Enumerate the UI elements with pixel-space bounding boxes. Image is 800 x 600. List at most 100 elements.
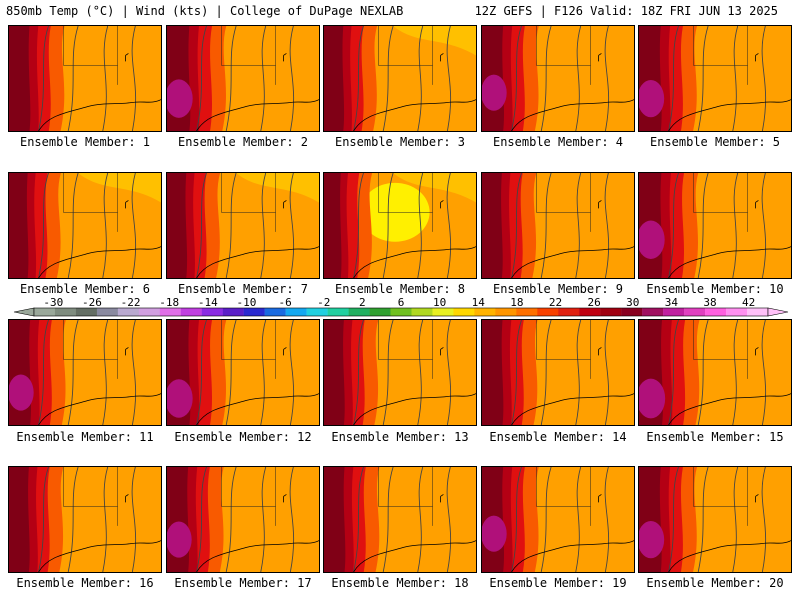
member-label: Ensemble Member: 8 <box>334 282 466 296</box>
member-label: Ensemble Member: 13 <box>331 430 469 444</box>
member-map-panel <box>481 172 635 279</box>
colorbar-tick-label: -26 <box>82 296 102 309</box>
colorbar-segment <box>75 308 98 316</box>
colorbar-tick-label: 38 <box>703 296 716 309</box>
colorbar-tick-label: 14 <box>472 296 486 309</box>
colorbar-tick-label: -14 <box>198 296 218 309</box>
colorbar-tick-label: -30 <box>43 296 63 309</box>
colorbar-segment <box>159 308 181 316</box>
colorbar-segment <box>264 308 286 316</box>
colorbar-tick-label: 6 <box>398 296 405 309</box>
member-map-panel <box>481 25 635 132</box>
member-label: Ensemble Member: 11 <box>16 430 154 444</box>
member-map-panel <box>323 466 477 573</box>
member-map-panel <box>638 172 792 279</box>
member-label: Ensemble Member: 1 <box>19 135 151 149</box>
temperature-field <box>482 467 634 572</box>
member-map-panel <box>638 319 792 426</box>
member-map-panel <box>638 466 792 573</box>
colorbar-tick-label: 18 <box>510 296 523 309</box>
member-map-panel <box>323 25 477 132</box>
temperature-field <box>167 173 319 278</box>
colorbar-segment <box>348 308 370 316</box>
member-label: Ensemble Member: 5 <box>649 135 781 149</box>
member-map-panel <box>323 319 477 426</box>
member-label: Ensemble Member: 20 <box>646 576 784 590</box>
colorbar-segment <box>621 308 643 316</box>
colorbar-tick-label: 26 <box>588 296 601 309</box>
colorbar-max-arrow <box>767 307 789 317</box>
member-map-panel <box>481 319 635 426</box>
colorbar-segment <box>642 308 664 316</box>
temperature-field <box>639 467 791 572</box>
member-label: Ensemble Member: 3 <box>334 135 466 149</box>
colorbar-segment <box>600 308 622 316</box>
colorbar-segment <box>117 308 140 316</box>
member-label: Ensemble Member: 12 <box>174 430 312 444</box>
colorbar-tick-label: 2 <box>359 296 366 309</box>
colorbar-tick-label: 10 <box>433 296 446 309</box>
temperature-field <box>639 26 791 131</box>
colorbar-segment <box>369 308 391 316</box>
colorbar-segment <box>747 308 769 316</box>
member-label: Ensemble Member: 19 <box>489 576 627 590</box>
temperature-field <box>9 467 161 572</box>
colorbar: -30 -26 -22 -18 -14 -10 -6 -2 2 6 10 14 18 22 26 30 34 38… <box>0 296 800 320</box>
member-map-panel <box>166 466 320 573</box>
colorbar-segment <box>684 308 706 316</box>
colorbar-segment <box>390 308 412 316</box>
member-map-panel <box>8 25 162 132</box>
colorbar-segment <box>201 308 223 316</box>
temperature-field <box>324 467 476 572</box>
member-map-panel <box>8 319 162 426</box>
member-map-panel <box>638 25 792 132</box>
colorbar-segment <box>432 308 454 316</box>
colorbar-segment <box>411 308 433 316</box>
temperature-field <box>167 26 319 131</box>
member-map-panel <box>166 319 320 426</box>
member-label: Ensemble Member: 10 <box>646 282 784 296</box>
temperature-field <box>167 467 319 572</box>
colorbar-tick-label: -10 <box>237 296 257 309</box>
member-map-panel <box>166 172 320 279</box>
colorbar-tick-label: -2 <box>317 296 330 309</box>
member-map-panel <box>8 172 162 279</box>
member-label: Ensemble Member: 6 <box>19 282 151 296</box>
temperature-field <box>639 173 791 278</box>
colorbar-tick-label: 30 <box>626 296 639 309</box>
colorbar-segment <box>516 308 538 316</box>
header: 850mb Temp (°C) | Wind (kts) | College o… <box>0 0 800 22</box>
colorbar-tick-label: 34 <box>665 296 679 309</box>
temperature-field <box>482 320 634 425</box>
member-label: Ensemble Member: 14 <box>489 430 627 444</box>
temperature-field <box>9 173 161 278</box>
member-map-panel <box>481 466 635 573</box>
colorbar-segment <box>726 308 748 316</box>
temperature-field <box>324 26 476 131</box>
member-label: Ensemble Member: 15 <box>646 430 784 444</box>
colorbar-graphic: -30 -26 -22 -18 -14 -10 -6 -2 2 6 10 14 18 22 26 30 34 38… <box>13 296 789 317</box>
temperature-field <box>167 320 319 425</box>
temperature-field <box>9 320 161 425</box>
colorbar-segment <box>306 308 328 316</box>
colorbar-segment <box>222 308 244 316</box>
temperature-field <box>324 320 476 425</box>
colorbar-tick-label: -22 <box>121 296 141 309</box>
colorbar-segment <box>96 308 119 316</box>
member-label: Ensemble Member: 2 <box>177 135 309 149</box>
colorbar-segment <box>474 308 496 316</box>
colorbar-segment <box>705 308 727 316</box>
colorbar-segment <box>453 308 475 316</box>
temperature-field <box>639 320 791 425</box>
colorbar-tick-label: -6 <box>278 296 291 309</box>
member-map-panel <box>8 466 162 573</box>
run-valid-time: 12Z GEFS | F126 Valid: 18Z FRI JUN 13 20… <box>474 4 778 18</box>
colorbar-tick-label: 22 <box>549 296 562 309</box>
colorbar-segment <box>558 308 580 316</box>
colorbar-min-arrow <box>13 307 35 317</box>
map-title: 850mb Temp (°C) | Wind (kts) | College o… <box>6 4 404 18</box>
temperature-field <box>324 173 476 278</box>
colorbar-segment <box>54 308 77 316</box>
colorbar-segment <box>243 308 265 316</box>
